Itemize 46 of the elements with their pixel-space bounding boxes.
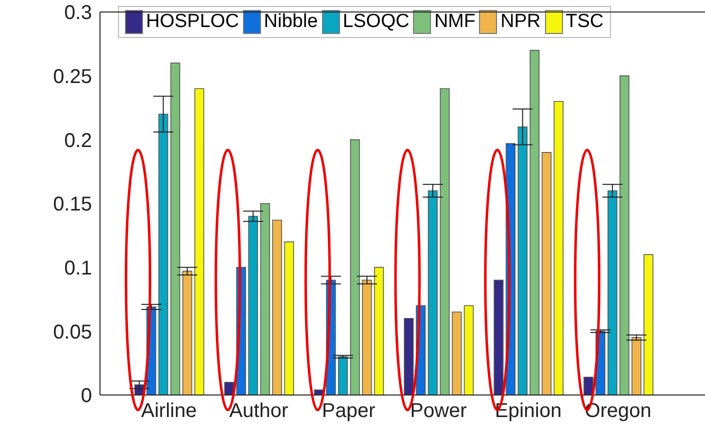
legend-label: NMF bbox=[434, 11, 476, 33]
y-tick-label: 0.1 bbox=[64, 257, 92, 280]
bar bbox=[530, 50, 540, 395]
bar bbox=[170, 62, 180, 395]
bar bbox=[464, 305, 474, 395]
bar bbox=[248, 216, 258, 395]
legend-label: HOSPLOC bbox=[146, 11, 239, 33]
bar bbox=[584, 376, 594, 395]
bar bbox=[608, 190, 618, 395]
y-tick-label: 0.25 bbox=[53, 66, 92, 88]
legend-label: Nibble bbox=[264, 11, 318, 33]
bar bbox=[542, 152, 552, 395]
legend-label: NPR bbox=[500, 11, 541, 33]
bar bbox=[284, 241, 294, 395]
legend-label: LSOQC bbox=[342, 11, 410, 33]
x-tick-label: Power bbox=[410, 400, 468, 422]
bar bbox=[428, 190, 438, 395]
bar bbox=[518, 126, 528, 395]
x-tick-label: Author bbox=[229, 400, 289, 422]
bar bbox=[260, 203, 270, 395]
bar bbox=[182, 270, 192, 395]
y-tick-label: 0.3 bbox=[64, 2, 92, 24]
bar bbox=[194, 88, 204, 395]
bar bbox=[554, 100, 564, 395]
x-tick-label: Epinion bbox=[494, 400, 562, 422]
bar bbox=[374, 266, 384, 395]
bar bbox=[362, 280, 372, 395]
x-tick-label: Paper bbox=[322, 400, 376, 422]
y-tick-label: 0.15 bbox=[53, 194, 92, 216]
bar bbox=[494, 280, 504, 395]
bar bbox=[644, 254, 654, 395]
y-tick-label: 0.05 bbox=[53, 321, 92, 344]
bar bbox=[632, 337, 642, 395]
bar bbox=[158, 114, 168, 395]
x-tick-label: Oregon bbox=[584, 400, 652, 422]
bar bbox=[404, 318, 414, 395]
bar bbox=[620, 75, 630, 395]
legend-label: TSC bbox=[566, 11, 604, 33]
y-tick-label: 0.2 bbox=[64, 130, 92, 152]
bar bbox=[338, 356, 348, 395]
x-tick-label: Airline bbox=[141, 400, 197, 422]
bar bbox=[272, 220, 282, 395]
bar bbox=[440, 88, 450, 395]
bar bbox=[452, 312, 462, 395]
bar bbox=[350, 139, 360, 395]
y-tick-label: 0 bbox=[80, 385, 92, 408]
